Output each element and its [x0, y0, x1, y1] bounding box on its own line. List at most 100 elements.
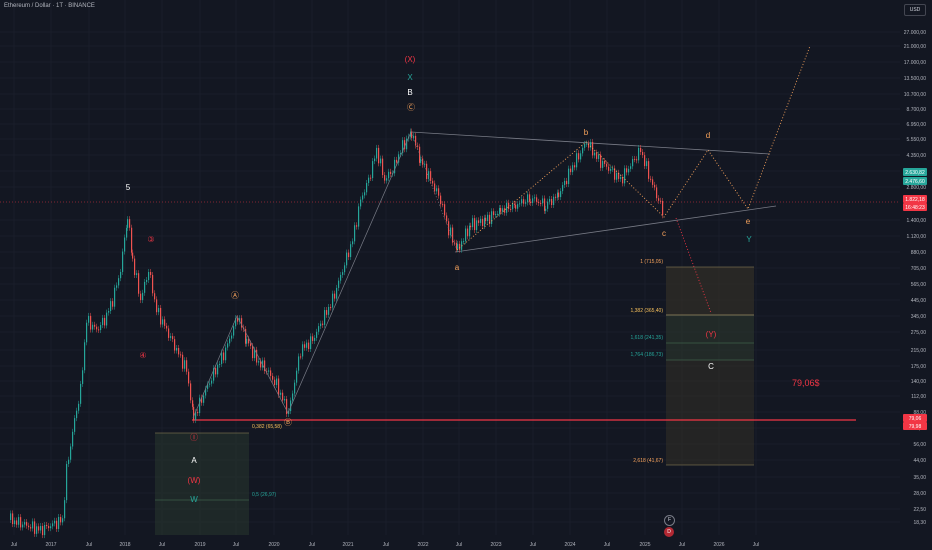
fib-zone-lower: [666, 360, 754, 465]
price-tick-label: 10.700,00: [904, 92, 926, 98]
price-tick-label: 22,50: [913, 507, 926, 513]
time-tick-label: 2017: [45, 542, 56, 548]
price-tick-label: 445,00: [911, 298, 927, 304]
price-badge-label: 2.630,82: [905, 170, 925, 176]
wave-label: a: [455, 263, 460, 272]
price-tick-label: 4.350,00: [907, 153, 927, 159]
price-tick-label: 27.000,00: [904, 30, 926, 36]
wave-label: Ⓑ: [284, 418, 292, 427]
wave-label: d: [706, 131, 710, 140]
fib-level-label: 0,382 (65,58): [252, 424, 282, 430]
time-tick-label: Jul: [11, 542, 17, 548]
fib-lines: [155, 266, 754, 501]
wave-label: W: [190, 495, 198, 504]
fib-level-label: 0,5 (26,97): [252, 492, 277, 498]
wave-line-abc: [192, 131, 412, 419]
time-tick-label: Jul: [604, 542, 610, 548]
price-tick-label: 56,00: [913, 442, 926, 448]
time-tick-label: 2018: [119, 542, 130, 548]
price-tick-label: 1.400,00: [907, 218, 927, 224]
price-tick-label: 175,00: [911, 364, 927, 370]
fib-level-label: 1 (715,05): [640, 259, 663, 265]
price-badge: [903, 422, 927, 430]
flag-icon[interactable]: F: [664, 515, 675, 526]
price-tick-label: 565,00: [911, 282, 927, 288]
candles: [10, 128, 664, 539]
fib-level-labels: 1 (715,05) 1,382 (365,40) 1,618 (241,35) 1,…: [252, 259, 663, 498]
time-tick-label: 2026: [713, 542, 724, 548]
wave-label: Y: [746, 235, 752, 244]
price-axis[interactable]: 27.000,00 21.000,00 17.000,00 13.500,00 10.7…: [904, 30, 926, 526]
price-tick-label: 6.950,00: [907, 122, 927, 128]
time-tick-label: Jul: [309, 542, 315, 548]
fib-zone-left: [155, 433, 249, 535]
time-tick-label: 2021: [342, 542, 353, 548]
time-tick-label: Jul: [530, 542, 536, 548]
wave-line-y: [675, 217, 712, 314]
price-tick-label: 705,00: [911, 266, 927, 272]
wave-label: Ⓒ: [407, 103, 415, 112]
fib-level-label: 1,618 (241,35): [630, 335, 663, 341]
price-tick-label: 275,00: [911, 330, 927, 336]
wave-line-ac: [410, 131, 458, 251]
fib-zone-mid: [666, 315, 754, 360]
time-tick-label: Jul: [86, 542, 92, 548]
wave-label: A: [191, 456, 197, 465]
price-badge: [903, 414, 927, 422]
wave-label: b: [584, 128, 589, 137]
time-tick-label: Jul: [233, 542, 239, 548]
price-tick-label: 21.000,00: [904, 44, 926, 50]
wave-label: B: [407, 88, 412, 97]
wave-labels: 5 ③ ④ Ⓐ Ⓑ Ⓒ (X) XBa b c d eY Ⓘ A (W) W (Y) C: [126, 55, 753, 504]
wave-label: (X): [405, 55, 416, 64]
price-tick-label: 1.120,00: [907, 234, 927, 240]
price-tick-label: 44,00: [913, 458, 926, 464]
wave-label: (W): [188, 476, 201, 485]
dividend-icon[interactable]: D: [664, 527, 674, 537]
time-axis[interactable]: Jul 2017 Jul 2018 Jul 2019 Jul 2020 Jul 2021 Jul 20…: [11, 542, 759, 548]
currency-button[interactable]: USD: [904, 4, 926, 16]
price-badge: [903, 203, 927, 211]
time-tick-label: 2020: [268, 542, 279, 548]
price-tick-label: 28,00: [913, 491, 926, 497]
price-badge-label: 1.822,18: [905, 197, 925, 203]
price-tick-label: 8.700,00: [907, 107, 927, 113]
time-tick-label: Jul: [753, 542, 759, 548]
fib-level-label: 1,382 (365,40): [630, 308, 663, 314]
price-tick-label: 5.550,00: [907, 137, 927, 143]
wave-label: ③: [147, 235, 154, 244]
wave-line-bcde: [456, 45, 811, 251]
price-tick-label: 88,00: [913, 410, 926, 416]
fib-level-label: 1,764 (186,73): [630, 352, 663, 358]
wave-label: (Y): [706, 330, 717, 339]
wave-label: ④: [139, 351, 146, 360]
time-tick-label: Jul: [456, 542, 462, 548]
time-tick-label: 2022: [417, 542, 428, 548]
symbol-title[interactable]: Ethereum / Dollar · 1T · BINANCE: [4, 3, 95, 9]
wave-label: e: [746, 217, 751, 226]
time-tick-label: Jul: [383, 542, 389, 548]
price-tick-label: 215,00: [911, 348, 927, 354]
wave-label: Ⓘ: [190, 433, 198, 442]
triangle-lower-line: [454, 205, 777, 253]
price-tick-label: 35,00: [913, 475, 926, 481]
wave-label: Ⓐ: [231, 291, 239, 300]
price-badge-label: 16:48:23: [905, 205, 925, 211]
price-tick-label: 140,00: [911, 379, 927, 385]
price-tick-label: 18,30: [913, 520, 926, 526]
price-badge: [903, 168, 927, 176]
target-price-label: 79,06$: [792, 378, 820, 388]
price-badge: [903, 177, 927, 185]
time-tick-label: 2019: [194, 542, 205, 548]
fib-zone-upper: [666, 267, 754, 315]
time-tick-label: 2024: [564, 542, 575, 548]
price-tick-label: 880,00: [911, 250, 927, 256]
price-tick-label: 13.500,00: [904, 76, 926, 82]
time-tick-label: 2023: [490, 542, 501, 548]
time-tick-label: Jul: [679, 542, 685, 548]
wave-label: c: [662, 229, 666, 238]
time-tick-label: Jul: [159, 542, 165, 548]
price-badge-label: 79,06: [909, 416, 922, 422]
price-badges: 2.630,82 2.476,60 1.822,18 16:48:23 79,06 79,…: [903, 168, 927, 430]
